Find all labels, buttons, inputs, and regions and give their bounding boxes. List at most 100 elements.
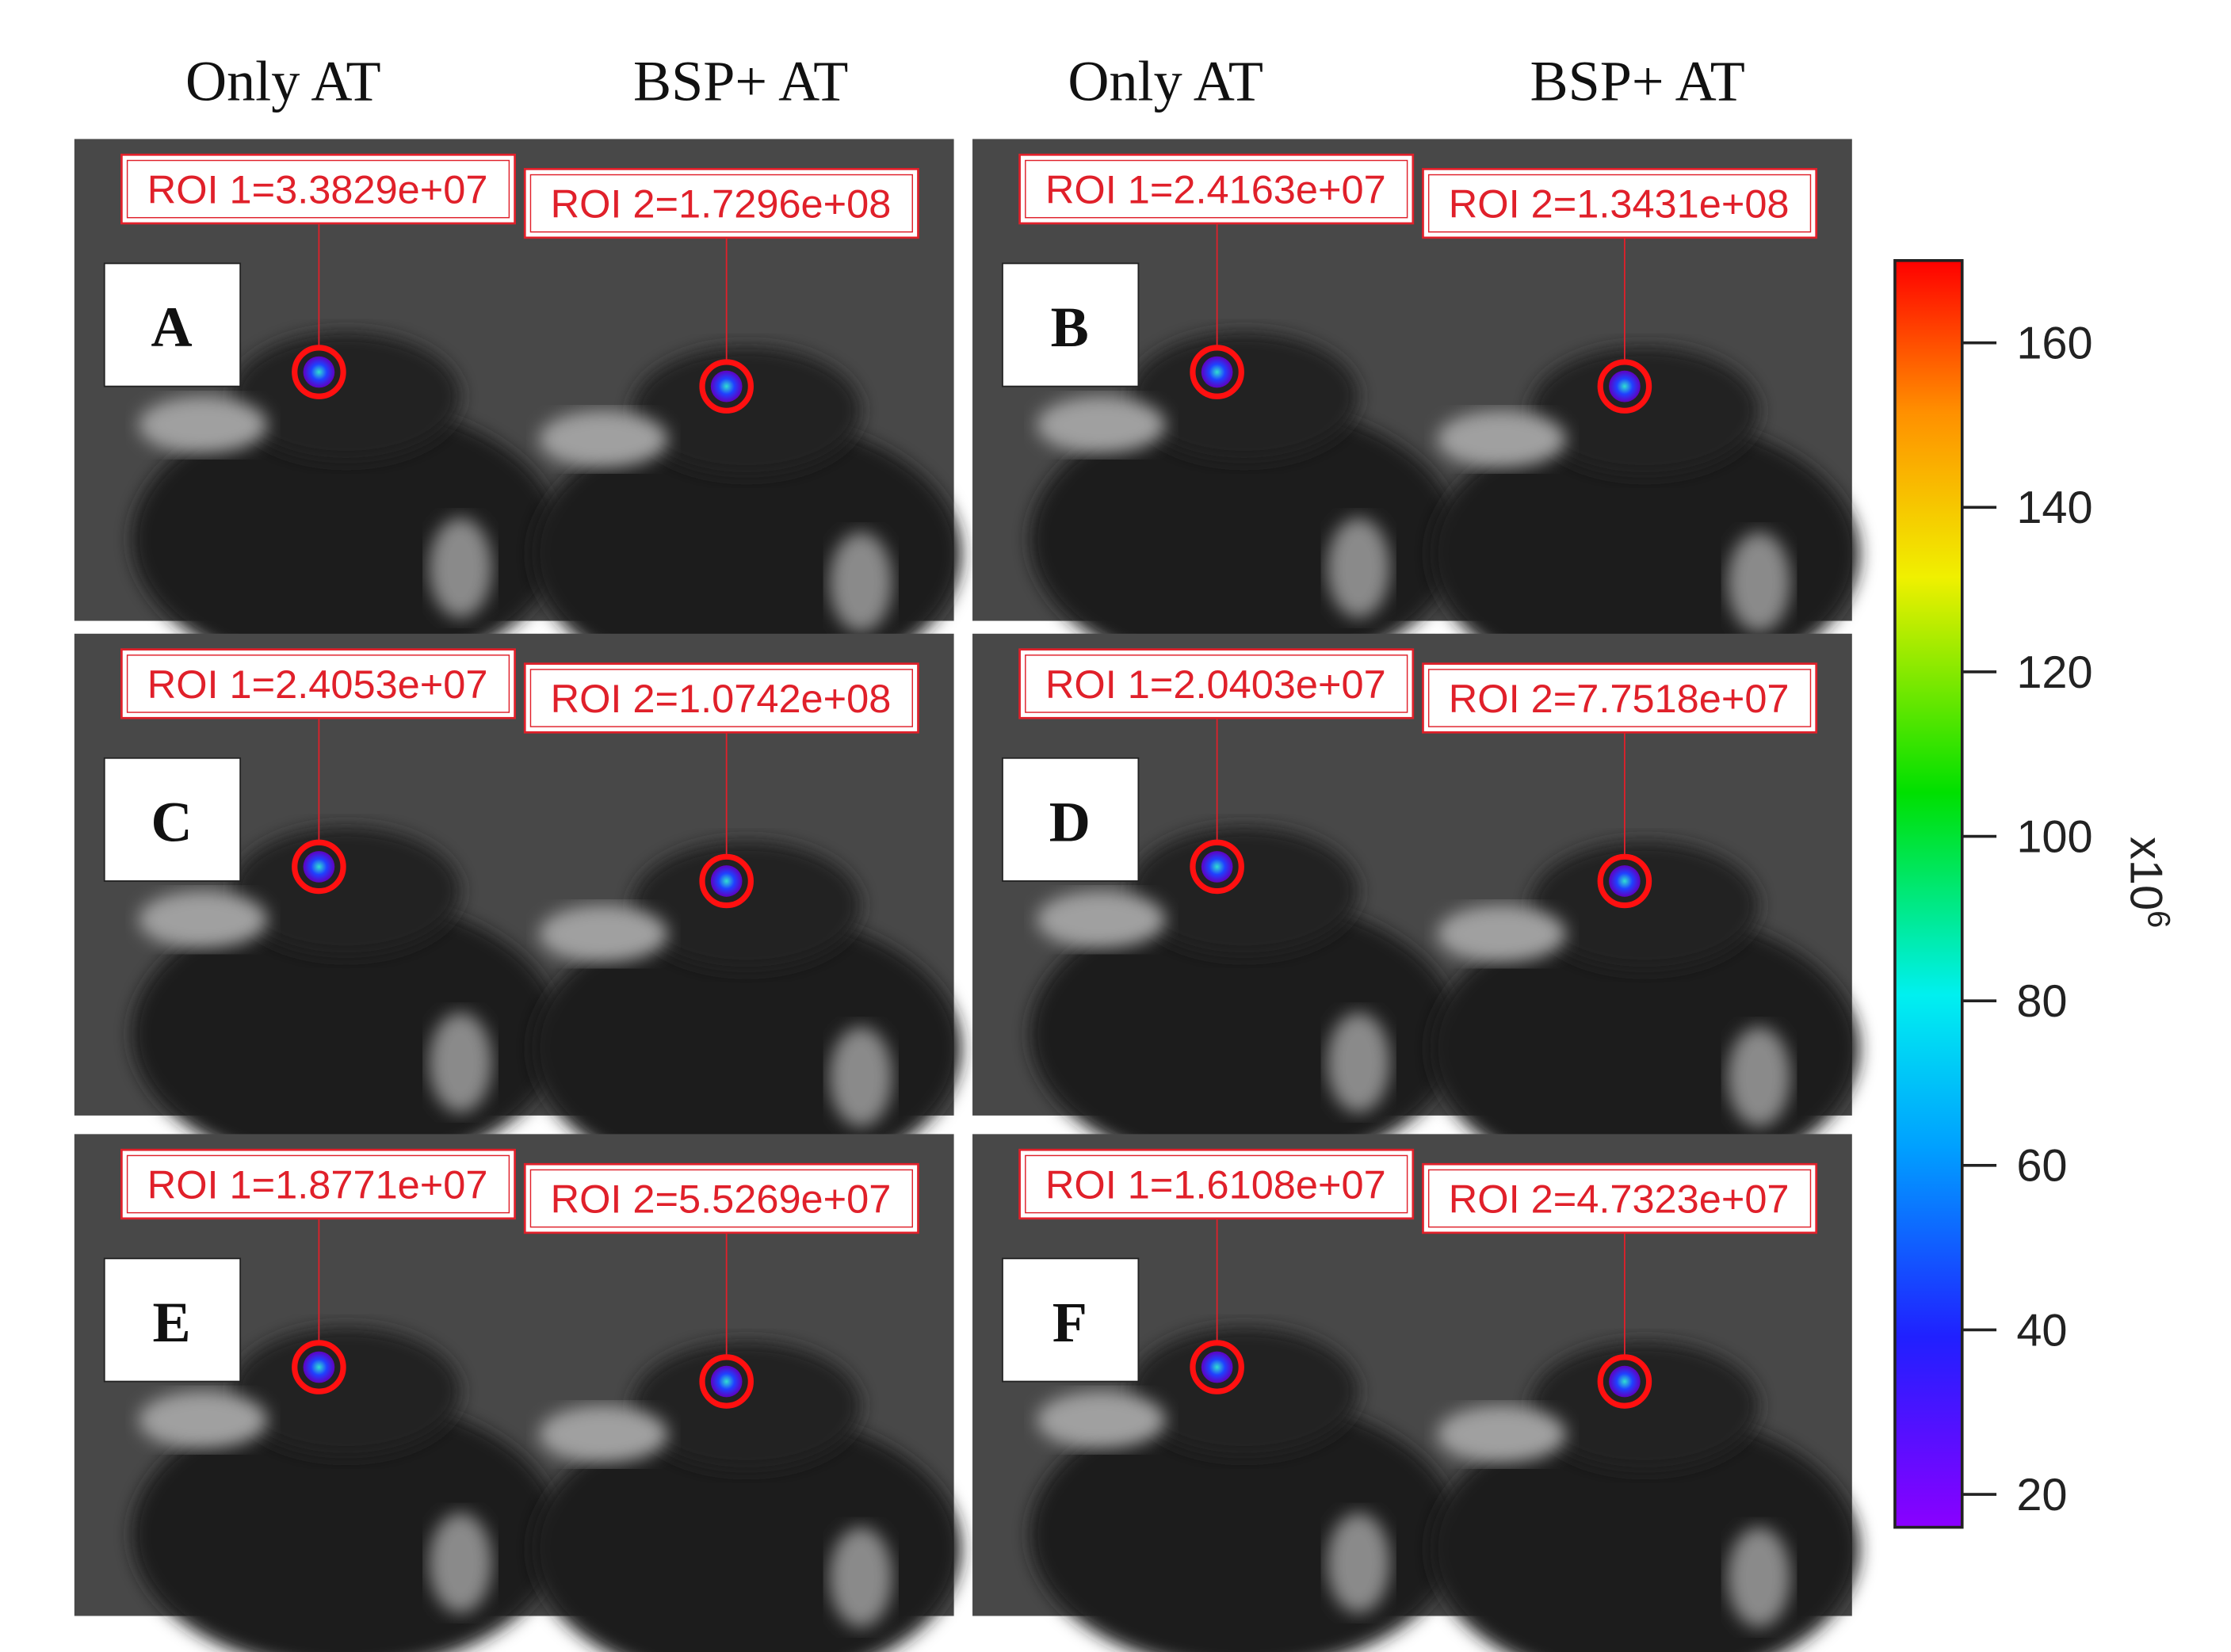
mouse-head — [1530, 841, 1759, 970]
panel-letter: E — [152, 1291, 190, 1354]
mouse-paw — [1327, 517, 1390, 618]
roi-box-inner — [529, 669, 913, 727]
mouse-head — [231, 1326, 461, 1456]
mouse-paw — [429, 517, 492, 618]
roi-box-inner — [126, 1154, 510, 1214]
letter-box — [1002, 757, 1140, 882]
roi-value: ROI 2=1.7296e+08 — [551, 181, 892, 227]
roi-circle — [1190, 839, 1244, 895]
mouse-head — [231, 826, 461, 956]
roi-value: ROI 2=7.7518e+07 — [1449, 676, 1790, 721]
mouse-head — [632, 1341, 861, 1471]
roi-signal — [303, 356, 335, 388]
panel: B ROI 1=2.4163e+07 ROI 2=1.3431e+08 — [972, 139, 1859, 690]
colorbar-tick-label: 140 — [2016, 483, 2092, 533]
roi-signal — [1609, 865, 1641, 897]
roi-signal — [303, 851, 335, 883]
roi-box-inner — [529, 174, 913, 233]
colorbar-tick-label: 100 — [2016, 811, 2092, 862]
panel: D ROI 1=2.0403e+07 ROI 2=7.7518e+07 — [972, 633, 1859, 1185]
roi-value: ROI 1=1.8771e+07 — [147, 1162, 488, 1208]
colorbar — [1893, 259, 1964, 1529]
mouse-paw — [1727, 1527, 1791, 1627]
mouse-head — [632, 346, 861, 475]
roi-value: ROI 1=2.0403e+07 — [1045, 662, 1386, 707]
mouse-paw — [1727, 1027, 1791, 1127]
roi-box-inner — [1025, 159, 1408, 219]
colorbar-tick-label: 40 — [2016, 1305, 2067, 1356]
roi-circle — [699, 853, 754, 909]
roi-box-inner — [1427, 174, 1812, 233]
roi-circle — [292, 345, 346, 399]
colorbar-tick-label: 120 — [2016, 647, 2092, 698]
letter-box — [103, 1257, 242, 1383]
roi-signal — [710, 865, 743, 897]
mouse-head — [632, 841, 861, 970]
mouse-ear — [539, 410, 668, 468]
letter-box — [103, 262, 242, 387]
colorbar-tick-label: 20 — [2016, 1470, 2067, 1520]
mouse-paw — [429, 1513, 492, 1613]
roi-value: ROI 1=3.3829e+07 — [147, 167, 488, 212]
roi-signal — [1201, 1351, 1233, 1383]
roi-box-inner — [1025, 654, 1408, 713]
mouse-ear — [1437, 410, 1566, 468]
roi-circle — [292, 839, 346, 895]
letter-box — [1002, 1257, 1140, 1383]
mouse-head — [1530, 1341, 1759, 1471]
column-header: BSP+ AT — [1530, 50, 1744, 113]
roi-circle — [1597, 1354, 1652, 1409]
column-header: Only AT — [185, 50, 381, 113]
roi-box — [1422, 662, 1818, 734]
roi-box-inner — [529, 1169, 913, 1228]
mouse-ear — [1037, 1391, 1166, 1449]
mouse-ear — [1037, 891, 1166, 948]
colorbar-label: x106 — [2121, 837, 2176, 928]
mouse-head — [1129, 1326, 1359, 1456]
roi-signal — [303, 1351, 335, 1383]
roi-value: ROI 2=5.5269e+07 — [551, 1177, 892, 1222]
mouse-ear — [1037, 396, 1166, 454]
mouse-ear — [539, 1406, 668, 1463]
mouse-ear — [139, 891, 268, 948]
panel: A ROI 1=3.3829e+07 ROI 2=1.7296e+08 — [74, 139, 961, 690]
roi-box-inner — [126, 654, 510, 713]
panel-letter: B — [1051, 296, 1089, 359]
roi-value: ROI 2=4.7323e+07 — [1449, 1177, 1790, 1222]
roi-circle — [699, 359, 754, 414]
roi-box-inner — [126, 159, 510, 219]
roi-box — [1422, 1162, 1818, 1234]
mouse-paw — [1727, 532, 1791, 632]
mouse-paw — [829, 1527, 892, 1627]
roi-signal — [1201, 356, 1233, 388]
letter-box — [103, 757, 242, 882]
roi-value: ROI 1=1.6108e+07 — [1045, 1162, 1386, 1208]
mouse-paw — [1327, 1012, 1390, 1113]
panel: E ROI 1=1.8771e+07 ROI 2=5.5269e+07 — [74, 1134, 961, 1652]
mouse-paw — [1327, 1513, 1390, 1613]
roi-value: ROI 2=1.3431e+08 — [1449, 181, 1790, 227]
panel-letter: D — [1049, 790, 1091, 853]
column-header: Only AT — [1068, 50, 1263, 113]
mouse-head — [1129, 826, 1359, 956]
mouse-head — [1129, 332, 1359, 461]
roi-box — [120, 1148, 516, 1220]
mouse-paw — [429, 1012, 492, 1113]
column-header: BSP+ AT — [633, 50, 848, 113]
roi-box — [120, 153, 516, 225]
roi-box — [1018, 153, 1415, 225]
roi-value: ROI 1=2.4053e+07 — [147, 662, 488, 707]
roi-box — [1018, 1148, 1415, 1220]
panel-letter: F — [1052, 1291, 1087, 1354]
roi-box — [523, 1162, 919, 1234]
roi-box — [120, 648, 516, 719]
panel: C ROI 1=2.4053e+07 ROI 2=1.0742e+08 — [74, 633, 961, 1185]
roi-value: ROI 1=2.4163e+07 — [1045, 167, 1386, 212]
roi-box-inner — [1025, 1154, 1408, 1214]
colorbar-tick-label: 160 — [2016, 318, 2092, 368]
mouse-paw — [829, 532, 892, 632]
letter-box — [1002, 262, 1140, 387]
mouse-ear — [139, 396, 268, 454]
roi-value: ROI 2=1.0742e+08 — [551, 676, 892, 721]
